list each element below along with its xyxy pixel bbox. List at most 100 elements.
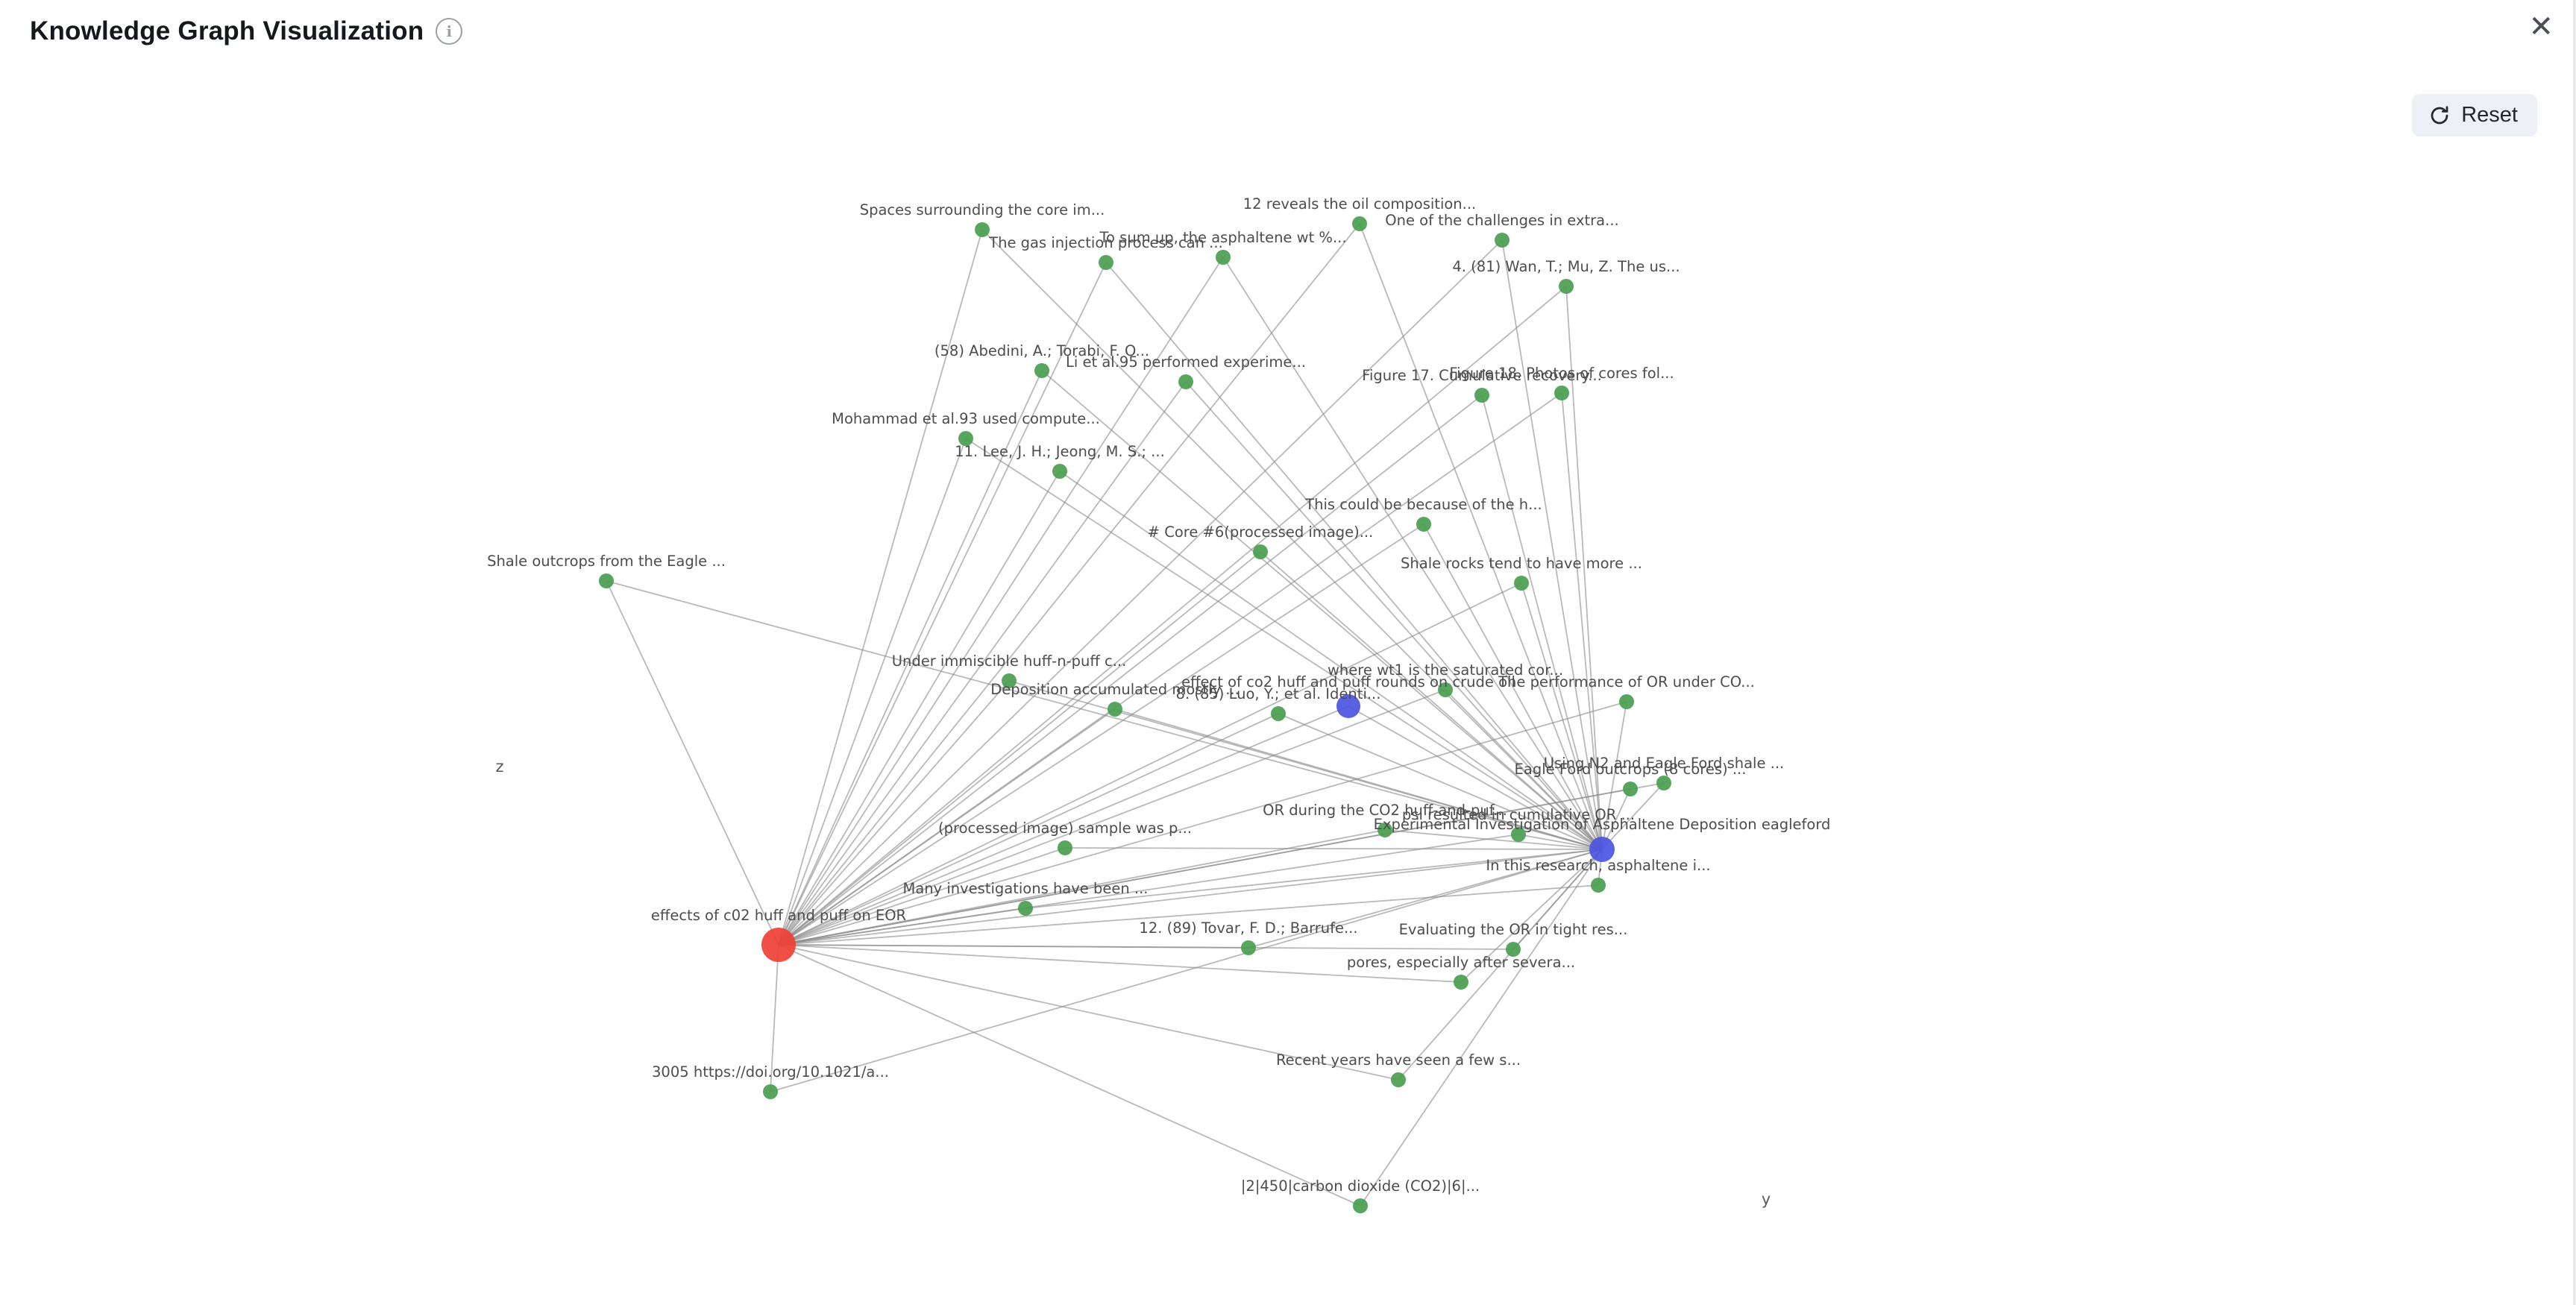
graph-node-thiscould[interactable]: [1416, 517, 1431, 532]
graph-edge: [778, 944, 1249, 949]
graph-edge: [1222, 257, 1603, 850]
graph-edge: [778, 829, 1386, 946]
graph-node-recent[interactable]: [1391, 1072, 1406, 1087]
graph-edge: [1501, 239, 1603, 850]
graph-node-li95[interactable]: [1178, 374, 1193, 389]
graph-node-lee[interactable]: [1052, 464, 1067, 479]
close-icon[interactable]: ✕: [2525, 9, 2557, 45]
graph-node-performance[interactable]: [1619, 694, 1634, 709]
graph-edge: [778, 713, 1279, 946]
graph-edge: [778, 944, 1462, 983]
graph-edge: [1601, 782, 1665, 850]
graph-edge: [778, 788, 1631, 946]
graph-edge: [1105, 262, 1603, 850]
graph-node-fig18[interactable]: [1554, 386, 1569, 400]
graph-edge: [778, 286, 1567, 946]
graph-edge: [1460, 849, 1603, 983]
graph-edge: [778, 438, 967, 946]
graph-node-fig17[interactable]: [1474, 388, 1489, 403]
info-icon[interactable]: i: [436, 18, 463, 45]
graph-edge: [770, 944, 779, 1092]
graph-edge: [778, 257, 1224, 946]
graph-edge: [778, 701, 1627, 946]
graph-edge: [1041, 370, 1603, 850]
graph-node-shalerocks[interactable]: [1514, 576, 1529, 591]
graph-node-pores[interactable]: [1454, 975, 1468, 990]
graph-edge: [778, 223, 1360, 946]
graph-edge: [1423, 523, 1603, 850]
graph-node-tovar[interactable]: [1241, 940, 1256, 955]
graph-node-abedini[interactable]: [1034, 363, 1049, 378]
graph-node-challenges[interactable]: [1495, 233, 1510, 248]
graph-node-many[interactable]: [1018, 901, 1033, 916]
graph-edge: [778, 262, 1107, 946]
graph-edge: [1114, 708, 1603, 850]
graph-edge: [1348, 705, 1603, 850]
reset-button-label: Reset: [2461, 103, 2518, 127]
graph-edge: [1278, 713, 1603, 850]
graph-edge: [778, 229, 983, 946]
graph-edge: [778, 471, 1061, 946]
graph-edge: [778, 582, 1522, 946]
graph-node-evaluating[interactable]: [1506, 942, 1521, 957]
graph-edge: [778, 239, 1503, 946]
graph-edge: [1398, 849, 1603, 1081]
graph-node-research[interactable]: [1591, 878, 1606, 893]
graph-node-usingn2[interactable]: [1656, 776, 1671, 790]
graph-edge: [1185, 381, 1603, 850]
graph-node-outcrops_eagle[interactable]: [599, 573, 614, 588]
graph-node-psi[interactable]: [1511, 827, 1526, 842]
graph-edge: [778, 370, 1043, 946]
graph-node-efoutcrops[interactable]: [1623, 782, 1638, 796]
graph-node-doi[interactable]: [763, 1084, 778, 1099]
graph-edge: [1521, 582, 1603, 850]
graph-edge: [1565, 286, 1603, 850]
graph-edge: [1561, 392, 1603, 850]
graph-edge: [1481, 394, 1603, 850]
graph-edge: [1260, 551, 1603, 850]
graph-edge: [778, 884, 1599, 946]
graph-edge: [770, 849, 1603, 1092]
graph-node-effectco2[interactable]: [1336, 694, 1360, 718]
graph-node-deposition[interactable]: [1108, 702, 1122, 717]
graph-edge: [778, 381, 1187, 946]
graph-edge: [778, 523, 1424, 946]
graph-edge: [778, 705, 1349, 946]
graph-edge: [1360, 849, 1603, 1207]
graph-node-sample[interactable]: [1058, 840, 1072, 855]
panel-edge-divider: [2573, 0, 2576, 1305]
page-title: Knowledge Graph Visualization: [30, 16, 424, 45]
graph-node-mohammad[interactable]: [958, 431, 973, 446]
graph-node-wt1[interactable]: [1438, 682, 1453, 697]
graph-node-reveals12[interactable]: [1352, 216, 1367, 231]
graph-node-spaces[interactable]: [975, 222, 990, 237]
graph-node-orduring[interactable]: [1377, 823, 1392, 837]
graph-edge: [1384, 829, 1603, 850]
graph-node-experimental[interactable]: [1589, 837, 1615, 862]
graph-edge: [965, 438, 1603, 850]
graph-edge: [606, 580, 779, 946]
graph-edge: [778, 551, 1261, 946]
graph-edge: [778, 689, 1446, 946]
graph-edge: [981, 229, 1603, 850]
graph-node-effects_c02[interactable]: [761, 928, 796, 962]
graph-edge: [606, 580, 1603, 850]
graph-edge: [778, 680, 1010, 946]
graph-edge: [778, 849, 1603, 946]
graph-node-wan[interactable]: [1559, 279, 1574, 294]
graph-node-tosum[interactable]: [1216, 250, 1231, 265]
graph-edge: [1601, 701, 1627, 850]
graph-node-co2table[interactable]: [1353, 1198, 1368, 1213]
graph-edge: [1445, 689, 1603, 850]
graph-node-core6[interactable]: [1253, 544, 1268, 559]
graph-node-luo[interactable]: [1271, 706, 1286, 721]
graph-node-immiscible[interactable]: [1002, 673, 1017, 688]
graph-edge: [1248, 849, 1603, 949]
reset-button[interactable]: Reset: [2412, 94, 2537, 136]
graph-node-gas[interactable]: [1099, 255, 1113, 270]
graph-edge: [1059, 471, 1603, 850]
graph-edge: [778, 944, 1361, 1207]
